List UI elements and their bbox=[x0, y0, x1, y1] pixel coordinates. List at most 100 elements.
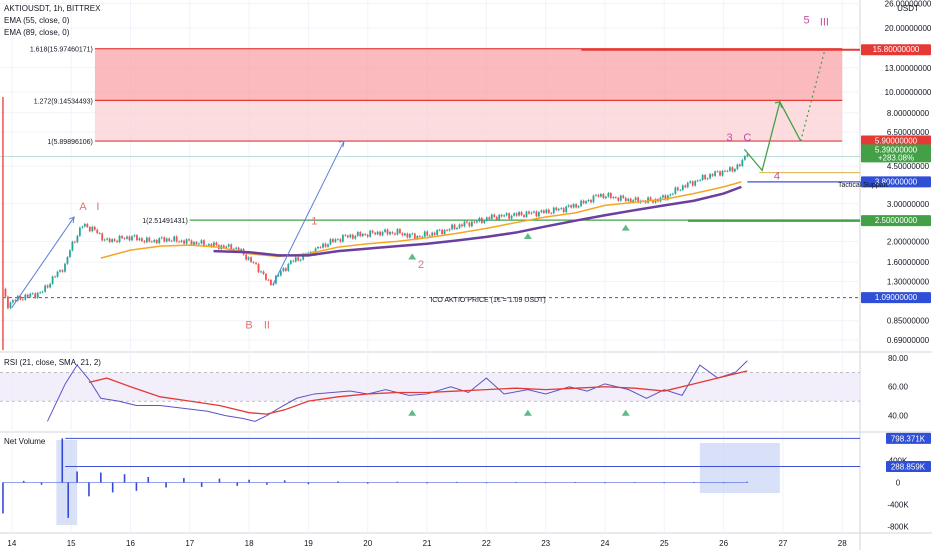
ema55-legend[interactable]: EMA (55, close, 0) bbox=[4, 16, 70, 25]
candle-body bbox=[44, 285, 47, 292]
candle-body bbox=[498, 214, 501, 220]
candle-body bbox=[572, 204, 575, 208]
candle-body bbox=[537, 212, 540, 217]
candle-body bbox=[346, 235, 349, 238]
volume-bar bbox=[40, 482, 43, 485]
candle-body bbox=[396, 229, 399, 235]
candle-body bbox=[287, 263, 290, 271]
candle-body bbox=[681, 185, 684, 191]
symbol-title[interactable]: AKTIOUSDT, 1h, BITTREX bbox=[4, 4, 101, 13]
volume-bar bbox=[266, 482, 268, 485]
candle-body bbox=[426, 231, 429, 236]
candle-body bbox=[183, 240, 185, 244]
candle-body bbox=[500, 214, 503, 217]
candle-body bbox=[9, 302, 12, 309]
rsi-title[interactable]: RSI (21, close, SMA, 21, 2) bbox=[4, 358, 101, 367]
volume-tick: 0 bbox=[896, 479, 901, 488]
candle-body bbox=[180, 240, 183, 242]
trend-arrow bbox=[11, 216, 75, 308]
candle-body bbox=[374, 232, 377, 235]
candle-body bbox=[294, 257, 297, 262]
candle-body bbox=[366, 234, 369, 237]
candle-body bbox=[694, 181, 697, 186]
signal-triangle bbox=[523, 232, 532, 239]
candle-body bbox=[446, 229, 448, 231]
candle-body bbox=[148, 237, 151, 242]
candle-body bbox=[634, 197, 637, 201]
candle-body bbox=[746, 154, 749, 157]
candle-body bbox=[34, 293, 37, 298]
time-tick: 21 bbox=[423, 539, 432, 548]
candle-body bbox=[381, 231, 384, 236]
candle-body bbox=[319, 246, 322, 248]
candle-body bbox=[557, 208, 560, 211]
volume-tag-text: 798.371K bbox=[891, 434, 926, 443]
candle-body bbox=[98, 233, 101, 234]
price-series bbox=[4, 153, 749, 310]
candle-body bbox=[64, 263, 66, 272]
candle-body bbox=[483, 220, 486, 223]
candle-body bbox=[604, 196, 607, 199]
rsi-triangle bbox=[523, 409, 532, 416]
wave-label: 1 bbox=[311, 215, 317, 227]
candle-body bbox=[535, 211, 538, 217]
rsi-triangle bbox=[408, 409, 417, 416]
volume-bar bbox=[88, 482, 90, 497]
price-tag-text: 15.80000000 bbox=[873, 45, 920, 54]
candle-body bbox=[193, 241, 195, 246]
candle-body bbox=[11, 300, 14, 303]
price-tag bbox=[861, 292, 931, 304]
candle-body bbox=[421, 236, 424, 238]
candle-body bbox=[212, 242, 215, 247]
candle-body bbox=[262, 271, 265, 275]
candle-body bbox=[406, 233, 409, 238]
candle-body bbox=[699, 179, 702, 181]
candle-body bbox=[339, 239, 342, 242]
candle-body bbox=[627, 198, 630, 202]
candle-body bbox=[520, 211, 523, 216]
time-tick: 19 bbox=[304, 539, 313, 548]
candle-body bbox=[463, 221, 466, 227]
volume-title[interactable]: Net Volume bbox=[4, 437, 46, 446]
candle-body bbox=[74, 241, 76, 243]
tactical-support-label: Tactical Support bbox=[838, 182, 888, 189]
candle-body bbox=[523, 215, 525, 217]
candle-body bbox=[480, 217, 483, 223]
drawings: A I B II 1 2 3 C 4 5 III bbox=[11, 14, 829, 332]
price-tag bbox=[861, 176, 931, 188]
candle-body bbox=[456, 227, 458, 230]
candle-body bbox=[88, 227, 91, 232]
candle-body bbox=[433, 232, 436, 235]
candle-body bbox=[39, 292, 42, 294]
volume-bar bbox=[574, 482, 577, 483]
volume-bar bbox=[76, 471, 78, 483]
candle-body bbox=[590, 199, 592, 203]
candle-body bbox=[612, 197, 615, 199]
price-tag bbox=[861, 44, 931, 56]
rsi-tick: 80.00 bbox=[888, 354, 909, 363]
price-tag-text: 2.50000000 bbox=[875, 216, 918, 225]
time-tick: 20 bbox=[363, 539, 372, 548]
time-tick: 27 bbox=[778, 539, 787, 548]
candle-body bbox=[136, 235, 138, 241]
candle-body bbox=[282, 268, 285, 272]
candle-body bbox=[131, 236, 133, 241]
candle-body bbox=[195, 241, 198, 245]
volume-bar bbox=[485, 482, 488, 484]
volume-tag bbox=[886, 461, 931, 473]
candle-body bbox=[91, 226, 94, 232]
fib-label: 1.618(15.97460171) bbox=[30, 47, 93, 54]
trend-arrow bbox=[272, 140, 345, 286]
candle-body bbox=[349, 234, 352, 238]
candle-body bbox=[394, 233, 396, 235]
ema89-line bbox=[213, 185, 742, 257]
time-tick: 14 bbox=[7, 539, 16, 548]
candle-body bbox=[188, 239, 190, 241]
ema89-legend[interactable]: EMA (89, close, 0) bbox=[4, 28, 70, 37]
candle-body bbox=[31, 293, 34, 295]
candle-body bbox=[600, 194, 602, 197]
candle-body bbox=[602, 194, 605, 199]
candle-body bbox=[401, 233, 404, 236]
candle-body bbox=[418, 236, 421, 237]
